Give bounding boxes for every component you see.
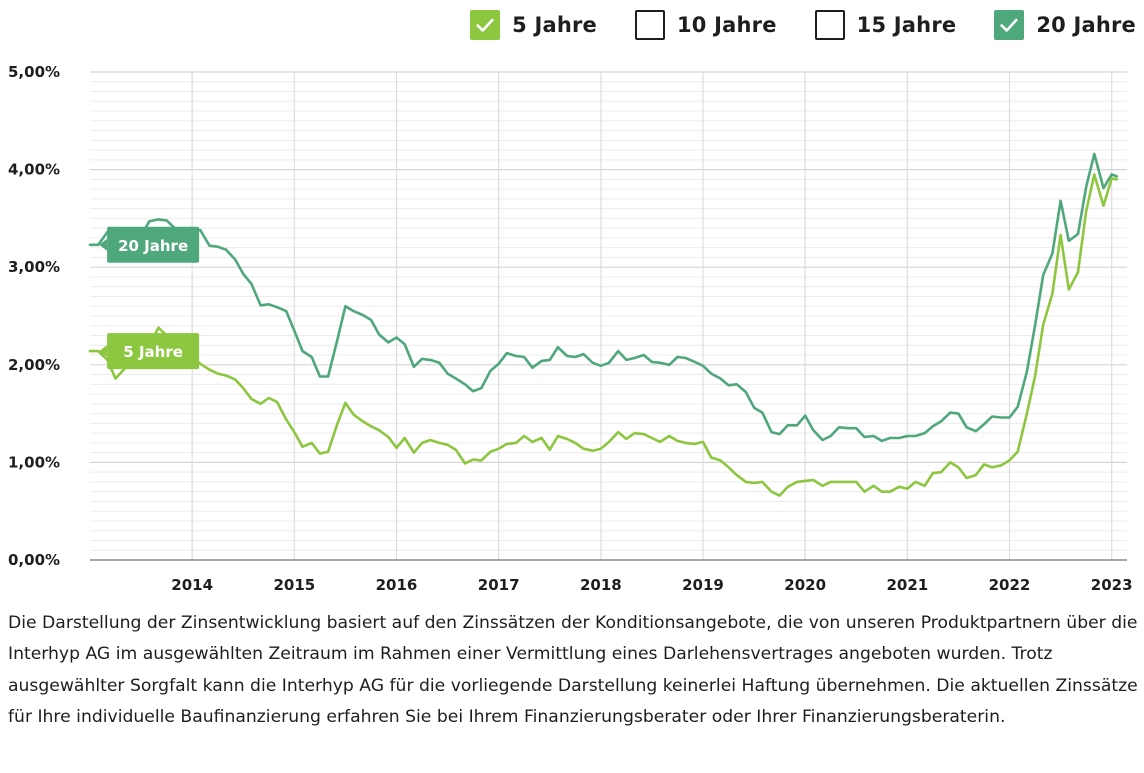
legend-item-20-jahre[interactable]: 20 Jahre	[994, 10, 1136, 40]
x-tick-label: 2020	[784, 576, 826, 594]
x-tick-label: 2018	[580, 576, 622, 594]
x-tick-label: 2017	[478, 576, 520, 594]
series-tag-20-jahre: 20 Jahre	[99, 226, 200, 263]
y-tick-label: 2,00%	[8, 356, 60, 374]
x-tick-label: 2016	[376, 576, 418, 594]
legend-item-15-jahre[interactable]: 15 Jahre	[814, 10, 957, 40]
checkbox-20-jahre[interactable]	[994, 10, 1025, 40]
x-tick-label: 2021	[886, 576, 928, 594]
series-tag-5-jahre: 5 Jahre	[99, 333, 200, 370]
series-tag-label: 20 Jahre	[118, 237, 188, 255]
legend-label: 5 Jahre	[512, 13, 597, 37]
series-tag-pointer	[99, 238, 108, 251]
legend: 5 Jahre 10 Jahre 15 Jahre 20 Jahre	[432, 10, 1136, 40]
series-line-5-jahre	[88, 173, 1119, 497]
legend-item-10-jahre[interactable]: 10 Jahre	[634, 10, 777, 40]
legend-label: 10 Jahre	[676, 13, 777, 37]
interest-rate-chart: 0,00% 1,00% 2,00% 3,00% 4,00% 5,00% 2014 2015 20…	[8, 63, 1133, 594]
y-tick-label: 5,00%	[8, 63, 60, 81]
x-tick-label: 2014	[171, 576, 213, 594]
checkbox-5-jahre[interactable]	[470, 10, 501, 40]
series-line-20-jahre	[88, 152, 1119, 443]
y-tick-label: 4,00%	[8, 161, 60, 179]
x-tick-label: 2022	[989, 576, 1031, 594]
checkbox-10-jahre[interactable]	[634, 10, 665, 40]
legend-label: 15 Jahre	[856, 13, 957, 37]
y-tick-label: 1,00%	[8, 453, 60, 471]
checkbox-15-jahre[interactable]	[814, 10, 845, 40]
x-tick-label: 2019	[682, 576, 724, 594]
chart-disclaimer: Die Darstellung der Zinsentwicklung basi…	[8, 613, 1138, 728]
series-tag-label: 5 Jahre	[123, 343, 183, 361]
series-tag-box	[107, 333, 200, 370]
series-tag-box	[107, 226, 200, 263]
y-tick-label: 0,00%	[8, 551, 60, 569]
legend-label: 20 Jahre	[1036, 13, 1136, 37]
legend-item-5-jahre[interactable]: 5 Jahre	[470, 10, 597, 40]
x-tick-label: 2023	[1091, 576, 1133, 594]
check-icon	[476, 18, 494, 32]
x-tick-label: 2015	[273, 576, 315, 594]
y-tick-label: 3,00%	[8, 258, 60, 276]
series-tag-pointer	[99, 345, 108, 358]
check-icon	[1000, 18, 1018, 32]
